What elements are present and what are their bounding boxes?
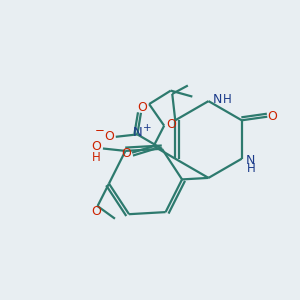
Text: H: H [223, 93, 232, 106]
Text: N: N [133, 126, 142, 140]
Text: O: O [92, 205, 101, 218]
Text: N: N [213, 93, 222, 106]
Text: O: O [137, 101, 147, 114]
Text: O: O [166, 118, 176, 131]
Text: −: − [95, 124, 105, 137]
Text: N: N [246, 154, 255, 167]
Text: H: H [92, 151, 101, 164]
Text: O: O [104, 130, 114, 143]
Text: O: O [122, 147, 132, 160]
Text: H: H [246, 162, 255, 175]
Text: O: O [92, 140, 101, 154]
Text: O: O [268, 110, 278, 123]
Text: +: + [142, 123, 151, 133]
